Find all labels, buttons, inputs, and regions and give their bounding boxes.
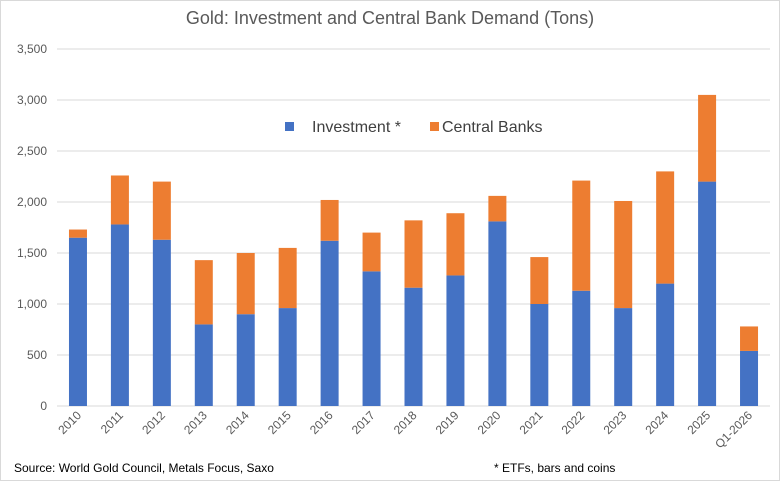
bar-central-banks [320, 199, 339, 241]
bar-investment [320, 240, 339, 406]
bar-central-banks [614, 200, 633, 309]
bar-central-banks [362, 232, 381, 272]
bar-investment [488, 221, 507, 406]
bar-central-banks [530, 257, 549, 304]
bar-central-banks [236, 253, 255, 315]
x-tick-label: 2017 [349, 408, 378, 437]
bar-central-banks [740, 326, 759, 351]
bar-investment [236, 314, 255, 406]
legend: Investment * Central Banks [285, 119, 543, 136]
x-tick-label: 2010 [55, 408, 84, 437]
source-note: Source: World Gold Council, Metals Focus… [14, 461, 274, 475]
x-tick-label: Q1-2026 [712, 408, 755, 451]
x-tick-label: 2011 [98, 408, 126, 436]
x-tick-label: 2023 [601, 408, 630, 437]
bar-central-banks [488, 195, 507, 222]
legend-swatch-investment [285, 122, 294, 131]
bar-investment [572, 290, 591, 406]
x-tick-label: 2019 [433, 408, 462, 437]
bars [68, 94, 759, 406]
y-tick-label: 1,000 [17, 297, 47, 311]
y-tick-label: 2,000 [17, 195, 47, 209]
x-tick-label: 2020 [475, 408, 504, 437]
bar-investment [152, 239, 171, 406]
y-axis-ticks: 0 500 1,000 1,500 2,000 2,500 3,000 3,500 [17, 42, 47, 413]
bar-central-banks [68, 229, 87, 238]
x-tick-label: 2021 [517, 408, 546, 437]
x-tick-label: 2013 [181, 408, 210, 437]
x-tick-label: 2024 [642, 408, 671, 437]
bar-central-banks [404, 220, 423, 288]
bar-central-banks [110, 175, 129, 225]
bar-investment [656, 283, 675, 406]
bar-investment [740, 350, 759, 406]
bar-investment [698, 181, 717, 406]
chart-title: Gold: Investment and Central Bank Demand… [185, 8, 595, 28]
bar-investment [446, 275, 465, 406]
bar-central-banks [194, 260, 213, 325]
bar-central-banks [278, 247, 297, 309]
bar-investment [362, 271, 381, 406]
x-axis-ticks: 2010 2011 2012 2013 2014 2015 2016 2017 2018 2019… [55, 408, 755, 451]
bar-investment [614, 308, 633, 406]
x-tick-label: 2014 [223, 408, 252, 437]
y-tick-label: 3,500 [17, 42, 47, 56]
y-tick-label: 500 [27, 348, 47, 362]
x-tick-label: 2015 [265, 408, 294, 437]
footnote: * ETFs, bars and coins [494, 461, 616, 475]
y-tick-label: 2,500 [17, 144, 47, 158]
bar-investment [110, 224, 129, 406]
x-tick-label: 2025 [684, 408, 713, 437]
bar-central-banks [656, 171, 675, 284]
x-tick-label: 2012 [139, 408, 168, 437]
legend-label-investment: Investment * [312, 119, 401, 136]
bar-central-banks [446, 213, 465, 276]
bar-central-banks [152, 181, 171, 240]
legend-swatch-central-banks [430, 122, 439, 131]
bar-investment [530, 304, 549, 406]
y-tick-label: 3,000 [17, 93, 47, 107]
y-tick-label: 0 [40, 399, 47, 413]
bar-central-banks [698, 94, 717, 182]
bar-investment [68, 237, 87, 406]
bar-central-banks [572, 180, 591, 291]
bar-investment [278, 308, 297, 406]
bar-investment [404, 287, 423, 406]
legend-label-central-banks: Central Banks [442, 119, 543, 136]
x-tick-label: 2016 [307, 408, 336, 437]
bar-investment [194, 324, 213, 406]
x-tick-label: 2018 [391, 408, 420, 437]
y-tick-label: 1,500 [17, 246, 47, 260]
x-tick-label: 2022 [559, 408, 588, 437]
